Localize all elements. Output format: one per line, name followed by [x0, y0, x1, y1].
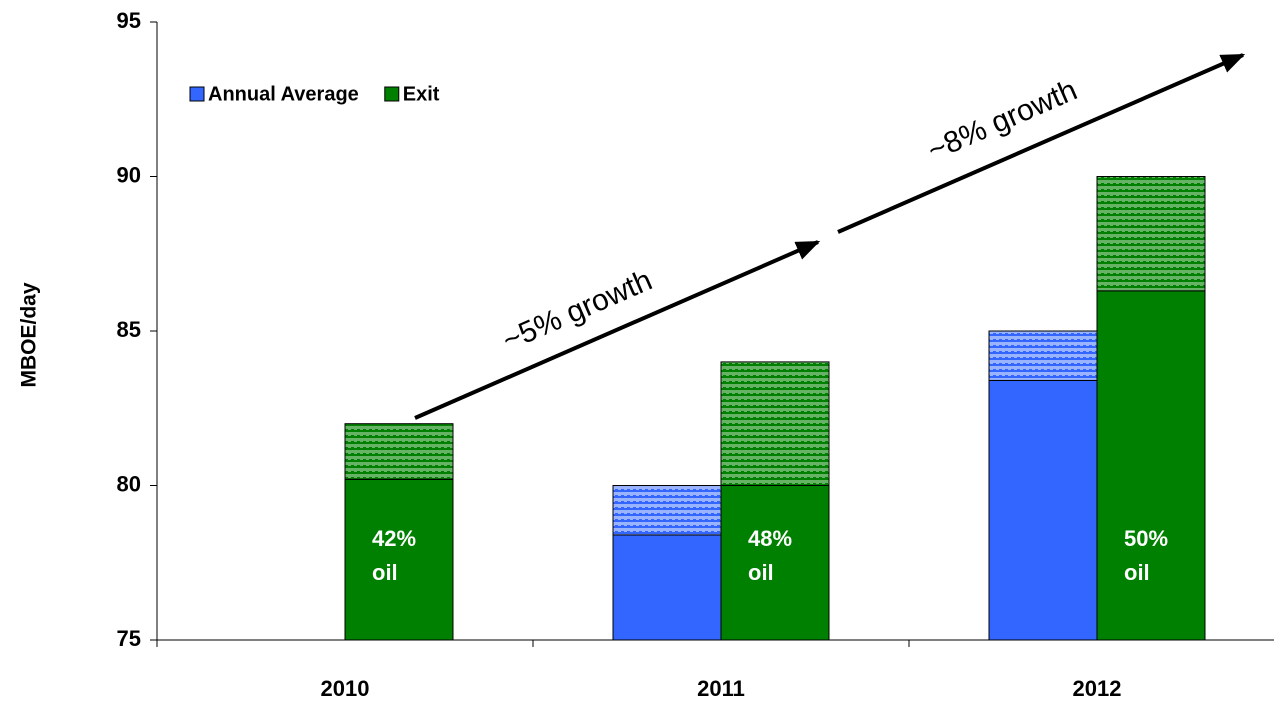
growth-arrow	[414, 240, 821, 420]
y-tick-label: 85	[117, 317, 141, 342]
bar-label: oil	[1124, 560, 1150, 585]
growth-annotation: ~5% growth	[498, 264, 657, 358]
y-tick-label: 95	[117, 8, 141, 33]
bar-hatched-segment	[612, 485, 722, 536]
bar	[720, 485, 830, 641]
x-tick-label: 2012	[1073, 676, 1122, 701]
bar-hatched-segment	[720, 361, 830, 486]
y-tick-label: 90	[117, 162, 141, 187]
bar	[612, 534, 722, 641]
bar-hatched-segment	[1096, 176, 1206, 292]
y-axis-label: MBOE/day	[18, 282, 41, 387]
legend-label: Annual Average	[208, 83, 359, 105]
y-tick-label: 75	[117, 626, 141, 651]
bar-label: oil	[748, 560, 774, 585]
y-tick-label: 80	[117, 471, 141, 496]
bar-label: 48%	[748, 526, 792, 551]
x-tick-label: 2011	[697, 676, 745, 701]
x-tick-label: 2010	[321, 676, 370, 701]
bar	[1096, 290, 1206, 641]
legend-label: Exit	[403, 83, 440, 105]
growth-arrow	[837, 53, 1246, 234]
bar	[988, 379, 1098, 641]
bar-label: oil	[372, 560, 398, 585]
growth-annotation: ~8% growth	[923, 74, 1082, 168]
bar	[344, 478, 454, 641]
legend-swatch	[189, 86, 205, 102]
bar-label: 42%	[372, 526, 416, 551]
legend-swatch	[384, 86, 400, 102]
bar-hatched-segment	[988, 330, 1098, 381]
bar-hatched-segment	[344, 423, 454, 480]
bar-label: 50%	[1124, 526, 1168, 551]
